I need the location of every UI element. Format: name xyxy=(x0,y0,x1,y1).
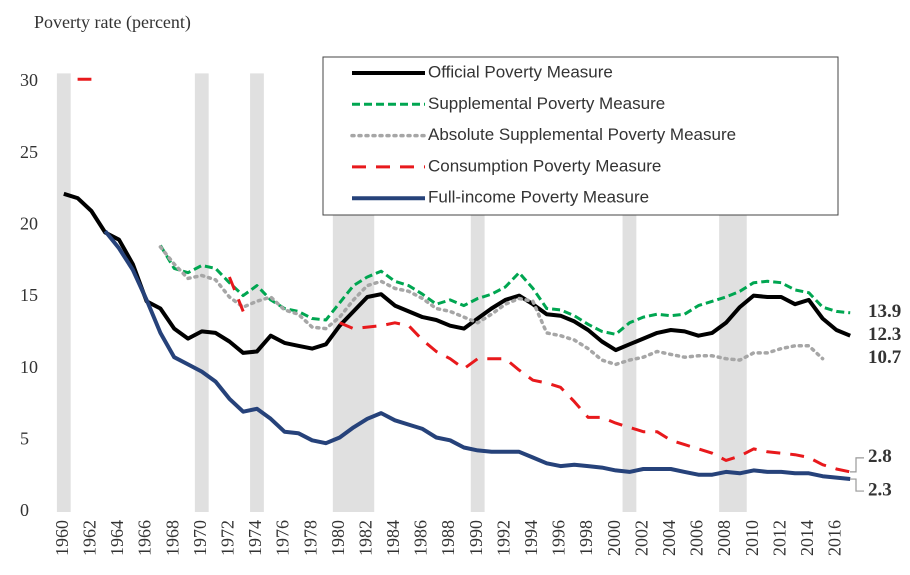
x-tick-label: 1966 xyxy=(135,520,155,556)
y-tick-label: 15 xyxy=(20,285,38,305)
x-tick-label: 1984 xyxy=(383,520,403,556)
series-line xyxy=(103,229,851,481)
x-tick-label: 1960 xyxy=(52,520,72,556)
x-tick-label: 1976 xyxy=(273,520,293,556)
x-tick-label: 1998 xyxy=(576,520,596,556)
x-tick-label: 2004 xyxy=(659,520,679,556)
recession-band xyxy=(56,73,71,513)
x-tick-label: 2014 xyxy=(797,520,817,556)
end-label: 10.7 xyxy=(868,347,902,368)
end-label: 12.3 xyxy=(868,324,901,345)
y-tick-label: 25 xyxy=(20,142,38,162)
x-tick-label: 1996 xyxy=(549,520,569,556)
x-tick-label: 1990 xyxy=(466,520,486,556)
x-tick-label: 1986 xyxy=(411,520,431,556)
legend-label: Full-income Poverty Measure xyxy=(428,188,649,207)
x-tick-label: 1974 xyxy=(245,520,265,556)
legend-label: Absolute Supplemental Poverty Measure xyxy=(428,125,736,144)
end-label: 2.8 xyxy=(868,446,892,467)
x-tick-label: 1970 xyxy=(190,520,210,556)
x-tick-label: 2012 xyxy=(769,520,789,556)
y-tick-label: 10 xyxy=(20,357,38,377)
series-line xyxy=(63,191,851,355)
x-tick-label: 1980 xyxy=(328,520,348,556)
x-tick-label: 2010 xyxy=(742,520,762,556)
x-tick-label: 2008 xyxy=(714,520,734,556)
legend-label: Consumption Poverty Measure xyxy=(428,156,661,175)
y-tick-label: 5 xyxy=(20,428,29,448)
x-tick-label: 1962 xyxy=(80,520,100,556)
x-tick-label: 2016 xyxy=(825,520,845,556)
x-tick-label: 1968 xyxy=(162,520,182,556)
x-tick-label: 2002 xyxy=(631,520,651,556)
recession-band xyxy=(250,73,264,513)
x-tick-label: 1964 xyxy=(107,520,127,556)
x-tick-label: 1972 xyxy=(217,520,237,556)
x-tick-label: 2006 xyxy=(687,520,707,556)
y-axis-label: Poverty rate (percent) xyxy=(34,12,191,33)
x-tick-label: 1992 xyxy=(493,520,513,556)
label-connector xyxy=(850,457,864,473)
x-tick-label: 1978 xyxy=(300,520,320,556)
label-connector xyxy=(850,478,864,492)
legend-label: Supplemental Poverty Measure xyxy=(428,94,665,113)
y-tick-label: 20 xyxy=(20,214,38,234)
x-tick-label: 1994 xyxy=(521,520,541,556)
end-label: 2.3 xyxy=(868,479,892,500)
y-tick-label: 30 xyxy=(20,70,38,90)
legend-label: Official Poverty Measure xyxy=(428,62,613,81)
series-line xyxy=(77,77,851,474)
series-line xyxy=(158,245,825,367)
y-tick-label: 0 xyxy=(20,500,29,520)
x-tick-label: 1982 xyxy=(355,520,375,556)
end-label: 13.9 xyxy=(868,301,901,322)
recession-band xyxy=(194,73,209,513)
x-tick-label: 2000 xyxy=(604,520,624,556)
series-line xyxy=(159,244,851,336)
x-tick-label: 1988 xyxy=(438,520,458,556)
